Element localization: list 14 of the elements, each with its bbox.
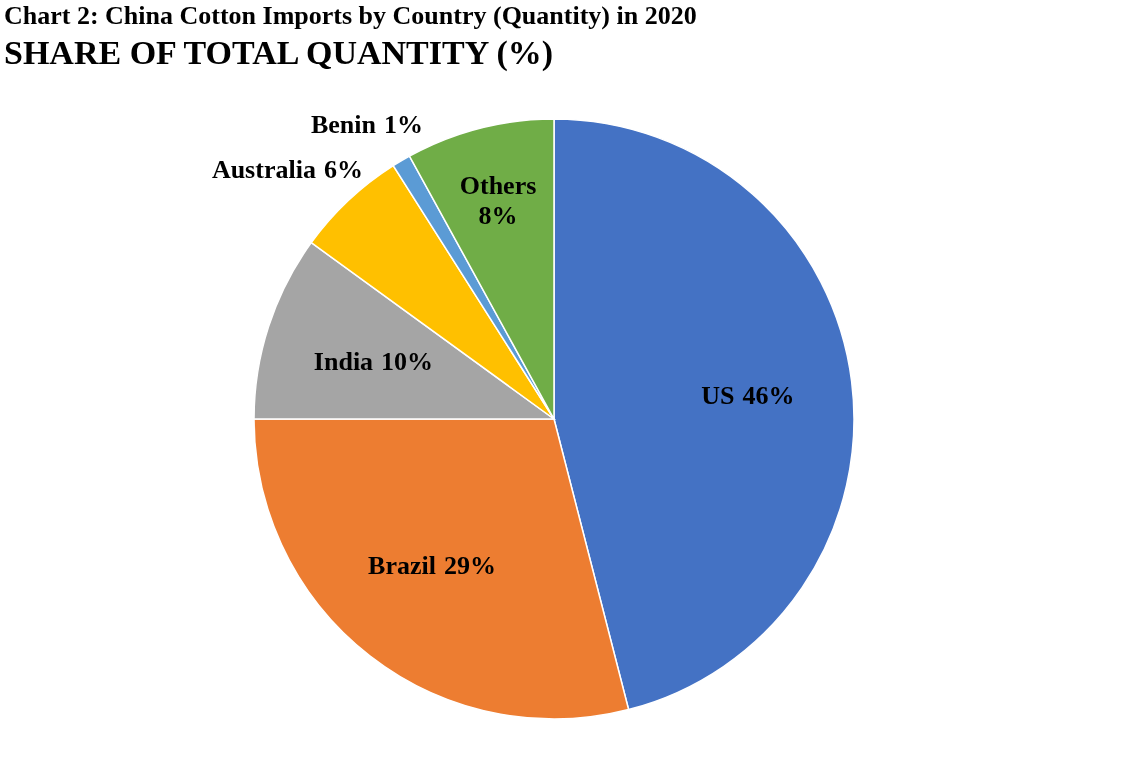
data-label: 29% (444, 550, 496, 580)
slice-label: US (701, 380, 735, 410)
slice-label: Benin (310, 109, 377, 139)
chart-subtitle: SHARE OF TOTAL QUANTITY (%) (4, 33, 554, 72)
chart-title: Chart 2: China Cotton Imports by Country (Quantity) in 2020 (4, 0, 697, 30)
data-label: 8% (478, 201, 518, 231)
slice-label: Brazil (368, 550, 436, 580)
data-label: 10% (381, 346, 434, 376)
data-label: 1% (383, 109, 423, 139)
slice-label: India (313, 346, 374, 376)
data-label: 6% (323, 154, 363, 184)
data-label: 46% (742, 380, 795, 410)
slice-label: Australia (211, 154, 316, 184)
slice-label: Others (459, 171, 537, 201)
